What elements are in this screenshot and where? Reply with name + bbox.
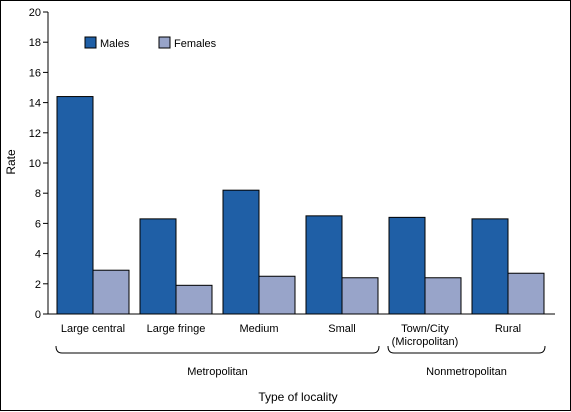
legend: Males Females — [84, 36, 217, 50]
legend-swatch-females — [158, 36, 171, 49]
y-tick-label: 18 — [29, 37, 41, 49]
x-category-label: Medium — [239, 323, 278, 335]
y-tick-label: 0 — [35, 309, 41, 321]
group-label: Nonmetropolitan — [426, 366, 507, 378]
x-category-label: Town/City — [401, 323, 449, 335]
category-labels: Large central Large fringe Medium Small Town… — [61, 323, 521, 348]
y-tick-label: 8 — [35, 188, 41, 200]
bar-males-1 — [139, 218, 177, 315]
legend-label-females: Females — [174, 38, 217, 50]
y-tick-label: 4 — [35, 249, 41, 261]
bar-males-0 — [56, 96, 94, 315]
x-category-label: Small — [328, 323, 356, 335]
group-label: Metropolitan — [187, 366, 248, 378]
group-bracket — [55, 345, 380, 354]
y-tick-label: 20 — [29, 7, 41, 19]
bar-males-5 — [471, 218, 509, 315]
bar-females-1 — [175, 284, 213, 315]
bar-females-0 — [92, 269, 130, 315]
y-tick-label: 6 — [35, 218, 41, 230]
x-axis-title: Type of locality — [258, 390, 337, 404]
bar-females-2 — [258, 275, 296, 315]
x-category-label: Rural — [495, 323, 521, 335]
y-axis-title: Rate — [4, 149, 18, 175]
bar-females-3 — [341, 277, 379, 315]
bar-males-3 — [305, 215, 343, 315]
group-brackets: Metropolitan Nonmetropolitan — [55, 345, 546, 378]
bar-females-5 — [507, 272, 545, 315]
x-category-label: (Micropolitan) — [392, 336, 459, 348]
y-tick-label: 2 — [35, 279, 41, 291]
y-tick-label: 14 — [29, 98, 41, 110]
y-tick-label: 10 — [29, 158, 41, 170]
y-tick-label: 16 — [29, 67, 41, 79]
bars-layer — [56, 96, 545, 315]
legend-swatch-males — [84, 36, 97, 49]
x-category-label: Large fringe — [147, 323, 206, 335]
bar-females-4 — [424, 277, 462, 315]
y-axis: 0 2 4 6 8 10 12 14 16 18 20 — [29, 7, 555, 321]
x-category-label: Large central — [61, 323, 125, 335]
bar-males-2 — [222, 189, 260, 315]
legend-label-males: Males — [100, 38, 130, 50]
bar-males-4 — [388, 216, 426, 315]
y-tick-label: 12 — [29, 128, 41, 140]
group-bracket — [387, 345, 546, 354]
